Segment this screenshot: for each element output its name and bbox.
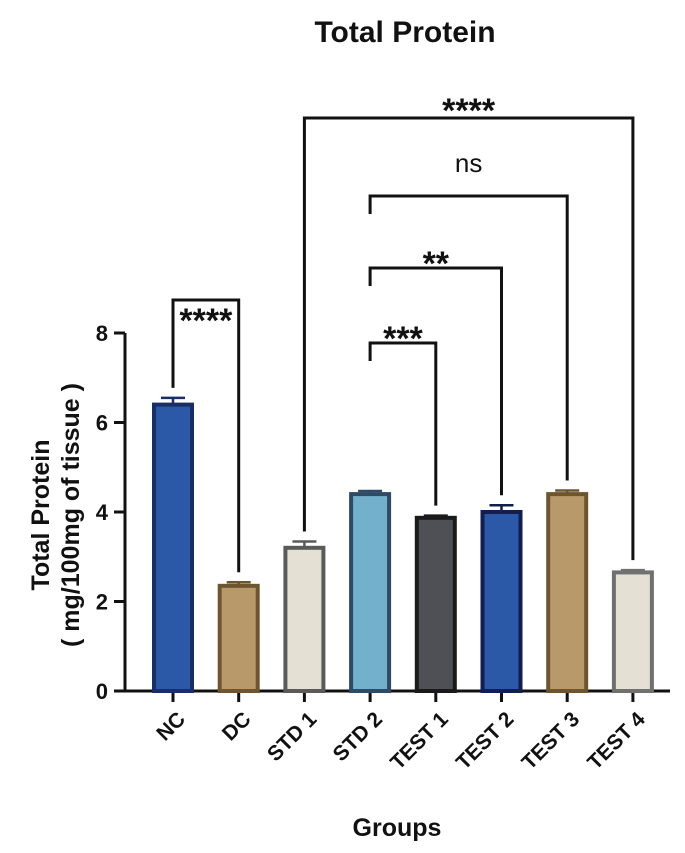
y-axis-title-line-1: Total Protein — [27, 440, 55, 591]
y-tick-label-6: 6 — [96, 411, 108, 436]
error-bar-dc — [226, 581, 251, 586]
error-bar-std-1 — [292, 540, 317, 548]
error-bar-std-2 — [358, 489, 383, 495]
comparison-bracket — [368, 194, 569, 481]
category-labels: NC DC STD 1 STD 2 TEST 1 TEST 2 TEST 3 TEST 4 — [152, 707, 650, 774]
error-bar-test-1 — [423, 514, 448, 518]
error-bar-test-3 — [555, 489, 580, 495]
error-bar-test-2 — [489, 504, 514, 512]
y-tick-label-4: 4 — [96, 500, 109, 525]
bar-test-3 — [546, 492, 589, 693]
bar-nc — [152, 402, 194, 693]
comparison-bracket — [368, 341, 438, 506]
category-label-test-4: TEST 4 — [583, 707, 650, 774]
error-bar-nc — [161, 396, 185, 405]
bars — [152, 402, 654, 694]
comparison-nc-vs-dc: **** — [171, 298, 241, 573]
comparison-std-2-vs-test-2: ** — [368, 245, 503, 496]
chart-title: Total Protein — [314, 16, 495, 49]
bar-std-1 — [283, 545, 326, 693]
category-label-std-1: STD 1 — [263, 707, 322, 766]
y-tick-label-8: 8 — [96, 321, 108, 346]
comparison-bracket — [171, 298, 241, 573]
y-axis-title: Total Protein ( mg/100mg of tissue ) — [27, 383, 85, 647]
comparison-std-1-vs-test-4: **** — [302, 92, 635, 561]
bar-test-2 — [480, 510, 523, 693]
comparison-bracket — [368, 266, 503, 496]
bar-test-1 — [414, 515, 457, 693]
y-tick-label-0: 0 — [96, 679, 108, 704]
category-label-dc: DC — [218, 708, 256, 746]
comparison-label: ns — [455, 148, 482, 178]
comparison-bracket — [302, 116, 635, 561]
comparison-label: *** — [383, 320, 423, 358]
comparison-std-2-vs-test-1: *** — [368, 320, 438, 506]
x-axis-title: Groups — [353, 814, 442, 842]
bar-std-2 — [349, 492, 392, 693]
bar-test-4 — [611, 570, 654, 693]
category-label-nc: NC — [152, 708, 190, 746]
category-label-test-1: TEST 1 — [386, 707, 453, 774]
category-label-test-2: TEST 2 — [452, 708, 519, 775]
error-bar-test-4 — [620, 568, 645, 573]
significance-brackets: **** *****ns**** — [171, 92, 635, 573]
category-label-test-3: TEST 3 — [518, 708, 585, 775]
comparison-label: **** — [179, 302, 233, 340]
y-axis-title-line-2: ( mg/100mg of tissue ) — [57, 383, 85, 647]
comparison-label: **** — [442, 92, 496, 130]
bar-dc — [217, 583, 260, 694]
y-tick-label-2: 2 — [96, 590, 108, 615]
error-bars — [161, 396, 645, 586]
category-label-std-2: STD 2 — [329, 708, 387, 766]
comparison-label: ** — [423, 245, 450, 283]
comparison-std-2-vs-test-3: ns — [368, 148, 569, 481]
